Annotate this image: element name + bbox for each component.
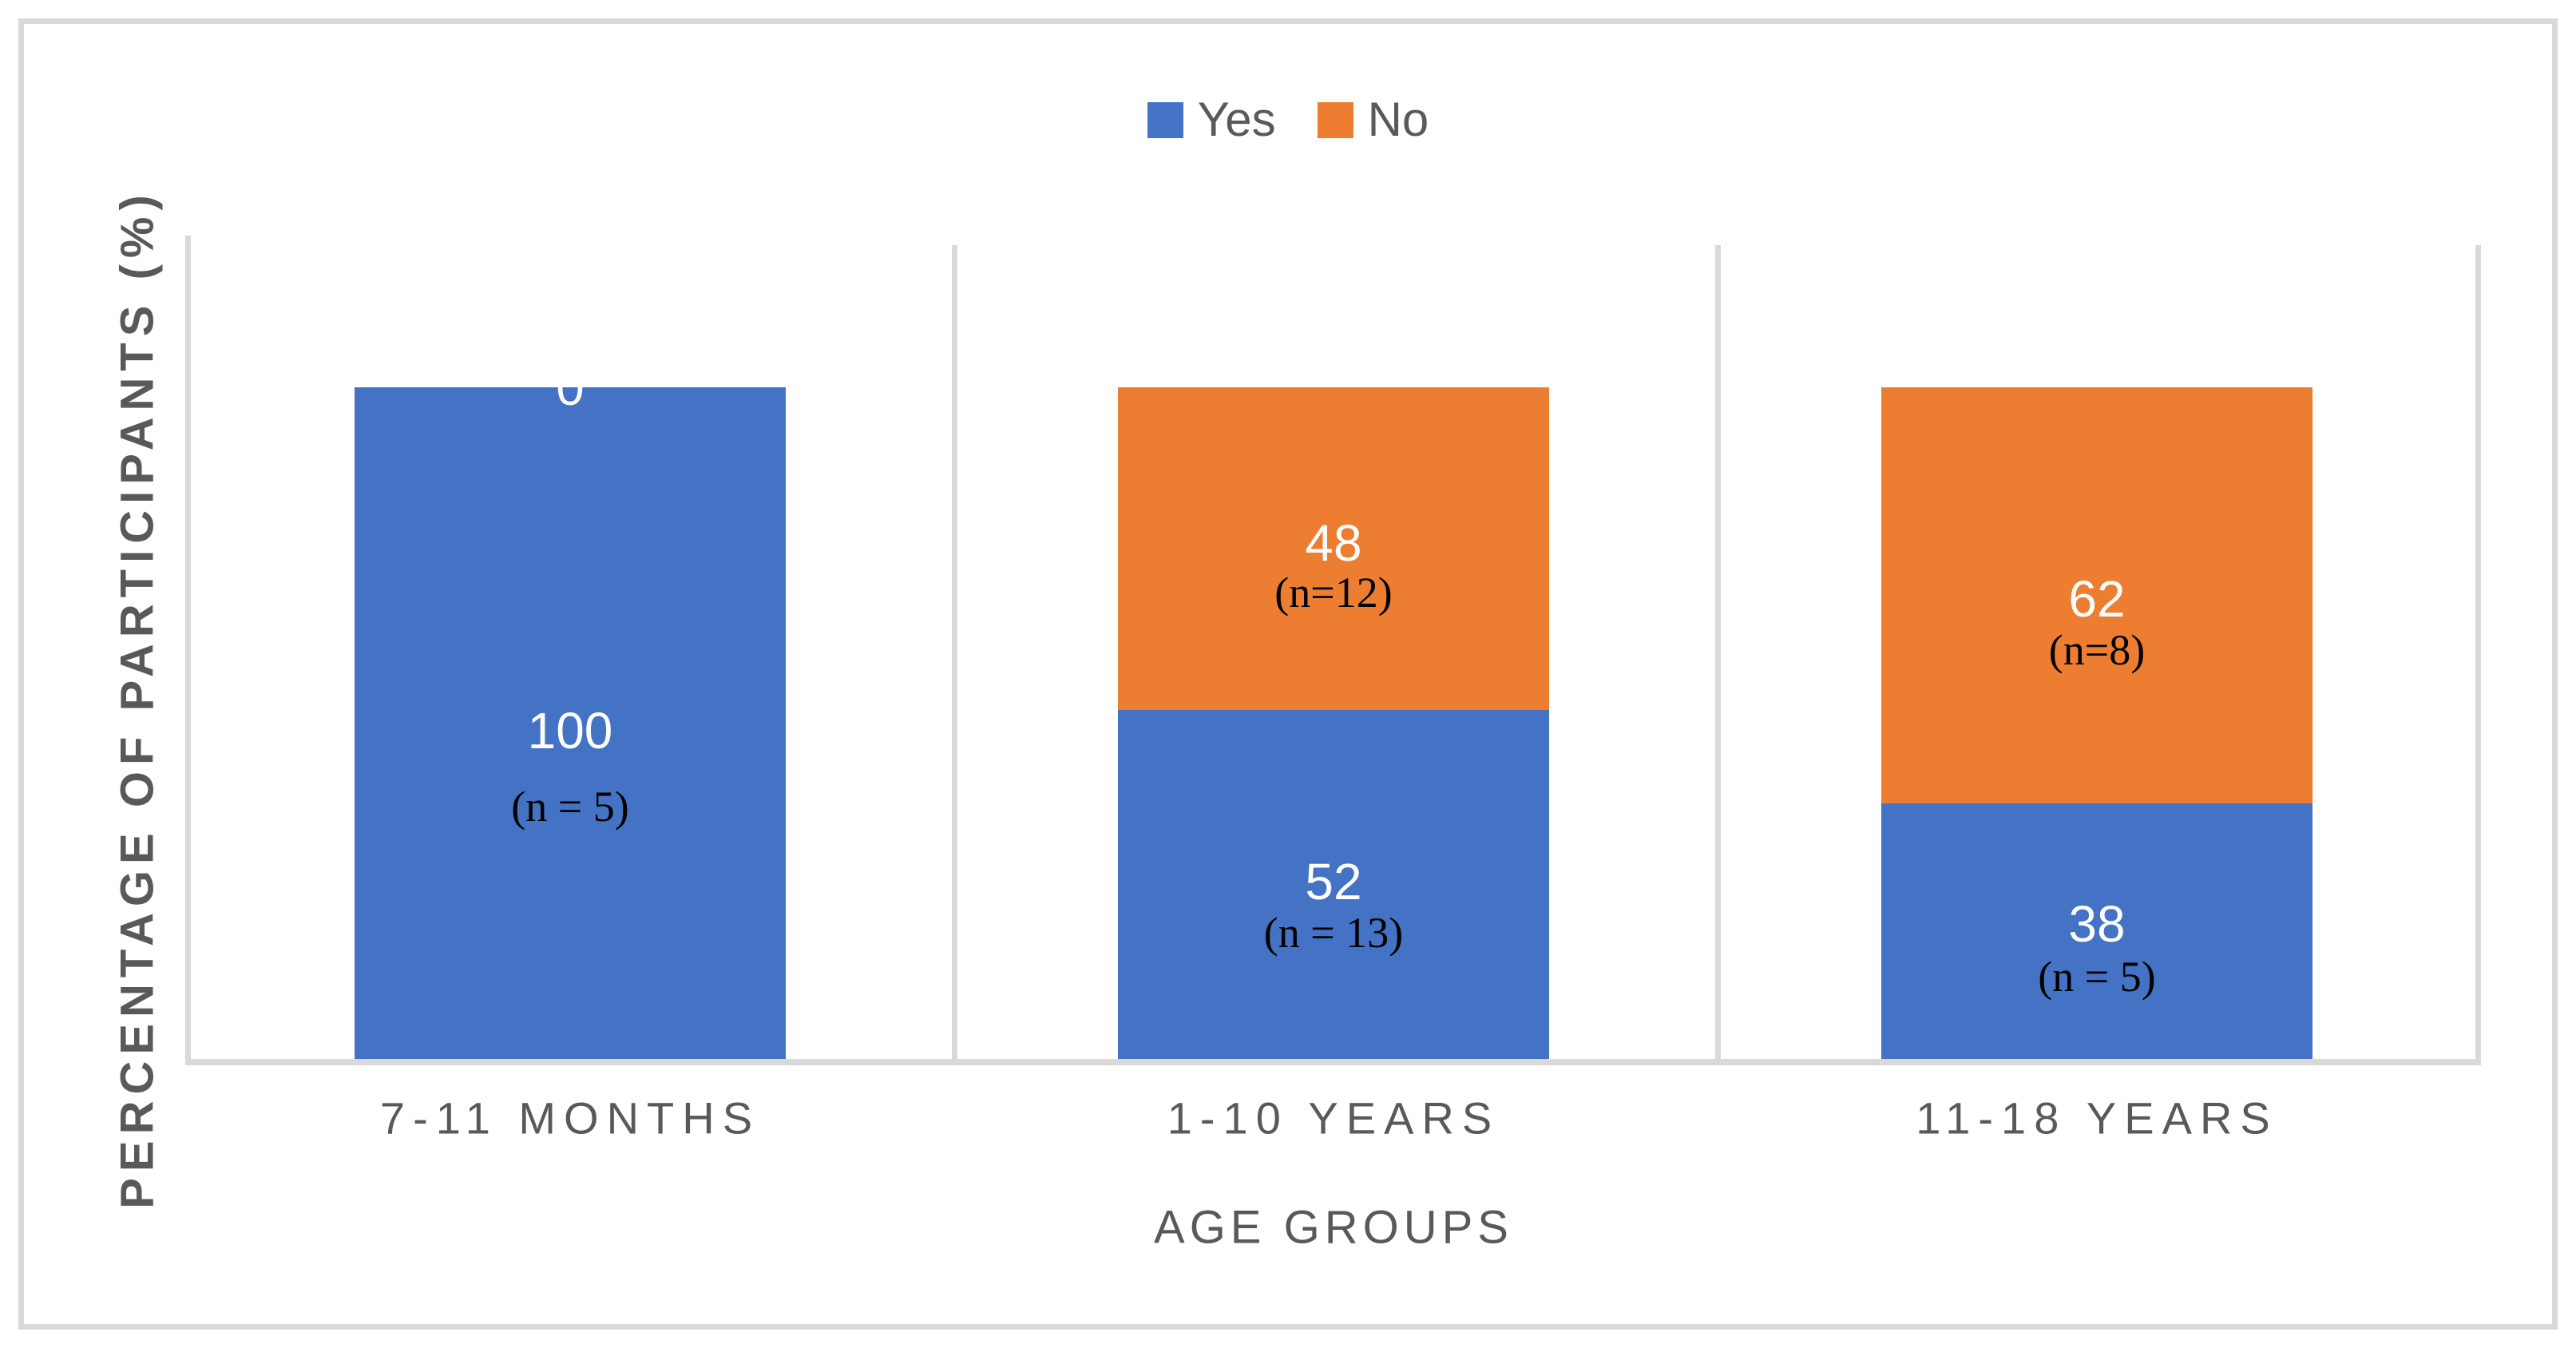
x-axis-label-1-10-years: 1-10 YEARS: [1167, 1092, 1500, 1144]
legend-item-no[interactable]: No: [1317, 93, 1429, 146]
legend-item-yes[interactable]: Yes: [1147, 96, 1276, 144]
category-separator-line: [952, 245, 957, 1059]
value-label-yes-11-18-years: 38: [2068, 895, 2126, 954]
x-axis-label-11-18-years: 11-18 YEARS: [1916, 1092, 2278, 1144]
legend-swatch-yes: [1147, 101, 1183, 138]
bar-segment-no-1-10-years[interactable]: [1118, 387, 1549, 710]
value-label-no-1-10-years: 48: [1305, 513, 1362, 572]
value-label-yes-7-11-months: 100: [527, 701, 613, 759]
x-axis-label-7-11-months: 7-11 MONTHS: [379, 1092, 761, 1144]
legend-label: No: [1367, 93, 1429, 146]
x-axis-title: AGE GROUPS: [1154, 1201, 1513, 1254]
n-label-no-11-18-years: (n=8): [2048, 625, 2146, 674]
n-label-yes-7-11-months: (n = 5): [511, 782, 629, 831]
category-separator-line: [1715, 245, 1721, 1059]
n-label-yes-1-10-years: (n = 13): [1263, 909, 1404, 957]
x-axis-line: [185, 1059, 2481, 1065]
value-label-no-7-11-months: 0: [556, 359, 585, 416]
legend: Yes No: [0, 96, 2576, 144]
bar-segment-yes-1-10-years[interactable]: [1118, 709, 1549, 1059]
y-axis-line: [185, 236, 191, 1065]
bar-segment-no-11-18-years[interactable]: [1881, 387, 2312, 804]
n-label-no-1-10-years: (n=12): [1274, 568, 1393, 617]
plot-right-border-line: [2475, 245, 2481, 1059]
legend-swatch-no: [1317, 101, 1353, 138]
y-axis-title: PERCENTAGE OF PARTICIPANTS (%): [111, 188, 164, 1209]
value-label-yes-1-10-years: 52: [1305, 853, 1362, 911]
legend-label: Yes: [1197, 93, 1276, 146]
bar-segment-yes-7-11-months[interactable]: [355, 387, 786, 1059]
value-label-no-11-18-years: 62: [2068, 569, 2126, 628]
n-label-yes-11-18-years: (n = 5): [2038, 953, 2156, 1001]
bar-segment-yes-11-18-years[interactable]: [1881, 803, 2312, 1059]
